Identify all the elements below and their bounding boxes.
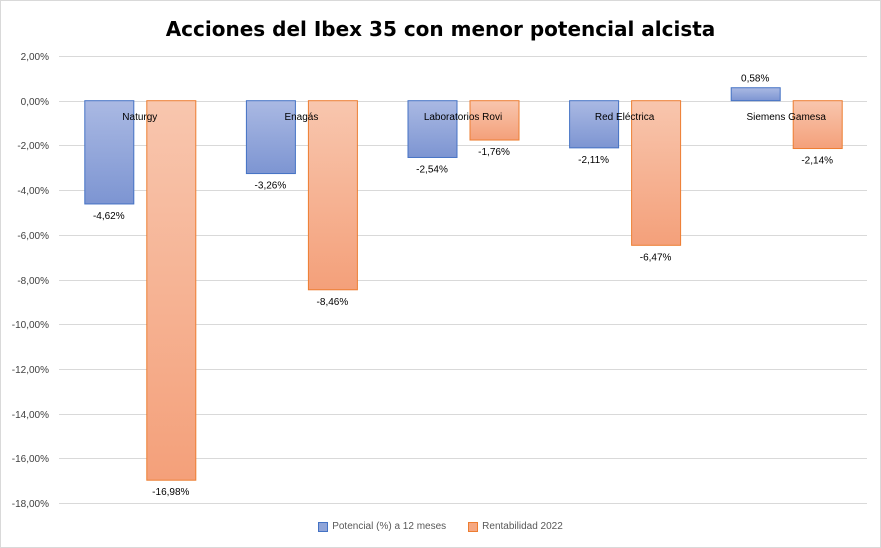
chart-title: Acciones del Ibex 35 con menor potencial… — [165, 17, 716, 41]
legend-swatch-rentabilidad — [468, 521, 479, 532]
y-tick-label: -10,00% — [12, 320, 49, 331]
y-tick-label: -6,00% — [17, 231, 49, 242]
legend-item-rentabilidad: Rentabilidad 2022 — [468, 521, 563, 532]
data-label: -8,46% — [317, 297, 349, 308]
data-label: -3,26% — [255, 181, 287, 192]
data-label: -16,98% — [152, 487, 189, 498]
legend-label-potencial: Potencial (%) a 12 meses — [332, 521, 447, 532]
bar-rentabilidad — [469, 100, 520, 141]
category-label: Enagás — [284, 112, 318, 123]
bars — [84, 87, 843, 481]
y-tick-label: 2,00% — [21, 52, 49, 63]
legend-label-rentabilidad: Rentabilidad 2022 — [482, 521, 563, 532]
y-tick-label: -12,00% — [12, 365, 49, 376]
bar-rentabilidad — [792, 100, 843, 150]
y-axis: 2,00% 0,00% -2,00% -4,00% -6,00% -8,00% -10,00… — [12, 52, 49, 510]
legend-swatch-potencial — [318, 521, 329, 532]
category-labels: Naturgy Enagás Laboratorios Rovi Red Eléctr… — [122, 112, 826, 123]
category-label: Siemens Gamesa — [746, 112, 826, 123]
data-label: -2,14% — [801, 156, 833, 167]
legend-item-potencial: Potencial (%) a 12 meses — [318, 521, 446, 532]
data-label: -6,47% — [640, 252, 672, 263]
category-label: Red Eléctrica — [595, 112, 655, 123]
bar-potencial — [569, 100, 620, 149]
data-label: 0,58% — [741, 74, 769, 85]
y-tick-label: -18,00% — [12, 499, 49, 510]
y-tick-label: -8,00% — [17, 276, 49, 287]
data-label: -4,62% — [93, 211, 125, 222]
bar-potencial — [84, 100, 135, 205]
category-label: Laboratorios Rovi — [424, 112, 502, 123]
bar-potencial — [245, 100, 296, 175]
data-label: -1,76% — [478, 147, 510, 158]
bar-rentabilidad — [631, 100, 682, 246]
category-label: Naturgy — [122, 112, 157, 123]
data-label: -2,11% — [578, 155, 609, 166]
y-tick-label: -2,00% — [17, 141, 49, 152]
bar-potencial — [730, 87, 781, 102]
y-tick-label: 0,00% — [21, 97, 49, 108]
data-labels: -4,62% -16,98% -3,26% -8,46% -2,54% -1,76% -2,… — [93, 74, 833, 498]
y-tick-label: -16,00% — [12, 454, 49, 465]
bar-potencial — [407, 100, 458, 158]
y-tick-label: -14,00% — [12, 410, 49, 421]
bar-rentabilidad — [307, 100, 358, 291]
bar-rentabilidad — [146, 100, 197, 481]
y-tick-label: -4,00% — [17, 186, 49, 197]
legend: Potencial (%) a 12 meses Rentabilidad 20… — [1, 521, 880, 532]
data-label: -2,54% — [416, 164, 448, 175]
